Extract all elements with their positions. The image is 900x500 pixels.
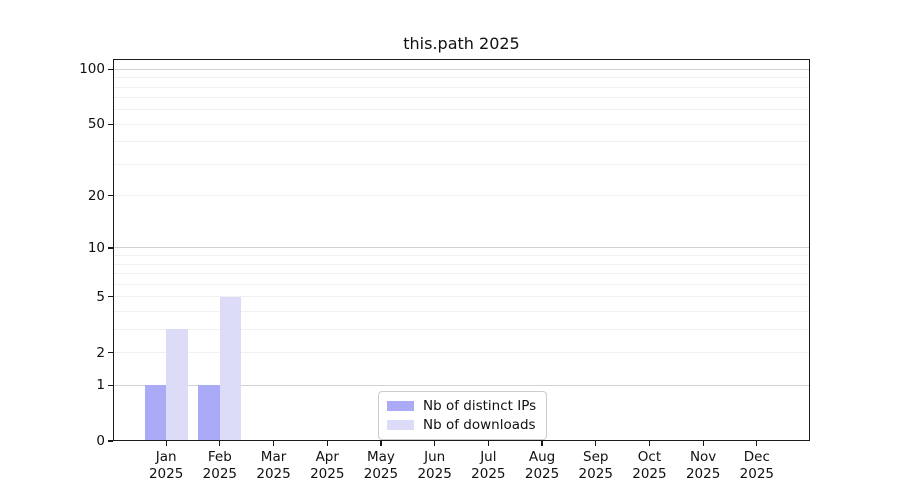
x-tick-year: 2025	[739, 465, 774, 482]
y-tick-label: 1	[96, 377, 105, 394]
y-tick-mark	[108, 123, 113, 125]
x-tick-label-jun: Jun 2025	[405, 449, 465, 482]
y-tick-label: 100	[79, 61, 105, 78]
x-tick-month: Jul	[480, 449, 497, 465]
x-tick-label-nov: Nov 2025	[673, 449, 733, 482]
x-tick-month: Jun	[424, 449, 446, 465]
bar-distinct-ips-jan	[144, 385, 167, 441]
x-tick-year: 2025	[148, 465, 184, 482]
x-tick-mark	[756, 441, 758, 446]
y-tick-mark	[108, 351, 113, 354]
y-tick-label: 10	[87, 239, 105, 256]
plot-area	[113, 59, 810, 441]
gridline-minor	[113, 109, 810, 111]
gridline-minor	[113, 164, 810, 165]
x-tick-label-dec: Dec 2025	[727, 449, 787, 482]
x-tick-mark	[219, 441, 221, 446]
x-tick-label-apr: Apr 2025	[297, 449, 357, 482]
gridline-minor	[113, 123, 810, 125]
x-tick-mark	[272, 441, 275, 446]
gridline-minor	[113, 310, 810, 312]
y-tick-label: 5	[96, 288, 105, 305]
gridline-minor	[113, 97, 810, 99]
x-tick-month: Dec	[743, 449, 770, 465]
gridline-minor	[113, 352, 810, 354]
x-tick-mark	[326, 441, 328, 446]
x-tick-label-aug: Aug 2025	[512, 449, 572, 482]
x-tick-mark	[648, 441, 651, 446]
x-tick-year: 2025	[524, 465, 560, 482]
x-tick-year: 2025	[417, 465, 452, 482]
y-tick-mark	[108, 247, 113, 249]
legend-swatch-distinct-ips-icon	[387, 401, 414, 411]
x-tick-month: Sep	[583, 449, 609, 465]
x-tick-month: May	[366, 449, 395, 465]
legend: Nb of distinct IPs Nb of downloads	[378, 391, 548, 440]
legend-label-downloads: Nb of downloads	[423, 417, 536, 433]
bar-downloads-jan	[166, 329, 188, 441]
y-tick-mark	[108, 440, 113, 442]
y-tick-label: 0	[96, 433, 105, 449]
legend-item-distinct-ips: Nb of distinct IPs	[387, 398, 536, 414]
x-tick-year: 2025	[578, 465, 613, 482]
gridline-minor	[113, 195, 810, 197]
gridline-minor	[113, 86, 810, 88]
y-tick-label: 2	[96, 344, 105, 361]
x-tick-year: 2025	[471, 465, 506, 482]
y-tick-mark	[108, 195, 113, 197]
x-tick-year: 2025	[363, 465, 399, 482]
y-tick-mark	[108, 296, 113, 298]
x-tick-year: 2025	[310, 465, 345, 482]
x-tick-mark	[702, 441, 704, 446]
gridline-minor	[113, 141, 810, 143]
gridline-major	[113, 247, 810, 249]
y-tick-mark	[108, 68, 113, 70]
x-tick-month: Apr	[315, 449, 339, 465]
bar-downloads-feb	[219, 296, 242, 441]
x-tick-month: Oct	[637, 449, 662, 465]
x-tick-mark	[595, 441, 597, 446]
gridline-major	[113, 68, 810, 70]
x-tick-label-oct: Oct 2025	[619, 449, 679, 482]
x-tick-label-feb: Feb 2025	[190, 449, 250, 482]
gridline-minor	[113, 283, 810, 285]
x-tick-label-sep: Sep 2025	[566, 449, 626, 482]
gridline-minor	[113, 273, 810, 275]
y-tick-label: 50	[87, 116, 105, 133]
x-tick-mark	[487, 441, 489, 446]
chart-title: this.path 2025	[403, 34, 520, 53]
bar-distinct-ips-feb	[198, 385, 220, 441]
x-tick-year: 2025	[685, 465, 721, 482]
gridline-major	[113, 384, 810, 386]
legend-item-downloads: Nb of downloads	[387, 417, 536, 433]
x-tick-mark	[165, 441, 167, 446]
gridline-minor	[113, 255, 810, 257]
y-tick-mark	[108, 384, 113, 386]
x-tick-month: Jan	[155, 449, 177, 465]
x-tick-label-jan: Jan 2025	[136, 449, 196, 482]
x-tick-month: Mar	[260, 449, 287, 465]
x-tick-year: 2025	[202, 465, 238, 482]
gridline-minor	[113, 263, 810, 265]
x-tick-year: 2025	[632, 465, 667, 482]
gridline-minor	[113, 77, 810, 79]
x-tick-label-jul: Jul 2025	[458, 449, 518, 482]
x-tick-label-mar: Mar 2025	[244, 449, 304, 482]
x-tick-label-may: May 2025	[351, 449, 411, 482]
legend-swatch-downloads-icon	[387, 420, 414, 430]
gridline-minor	[113, 328, 810, 330]
x-tick-mark	[380, 441, 382, 446]
y-tick-label: 20	[87, 187, 105, 204]
x-tick-mark	[434, 441, 436, 446]
x-tick-mark	[541, 441, 543, 446]
x-tick-month: Aug	[528, 449, 556, 465]
x-tick-year: 2025	[256, 465, 291, 482]
gridline-minor	[113, 296, 810, 298]
legend-label-distinct-ips: Nb of distinct IPs	[423, 398, 537, 414]
x-tick-month: Feb	[207, 449, 232, 465]
x-tick-month: Nov	[689, 449, 717, 465]
